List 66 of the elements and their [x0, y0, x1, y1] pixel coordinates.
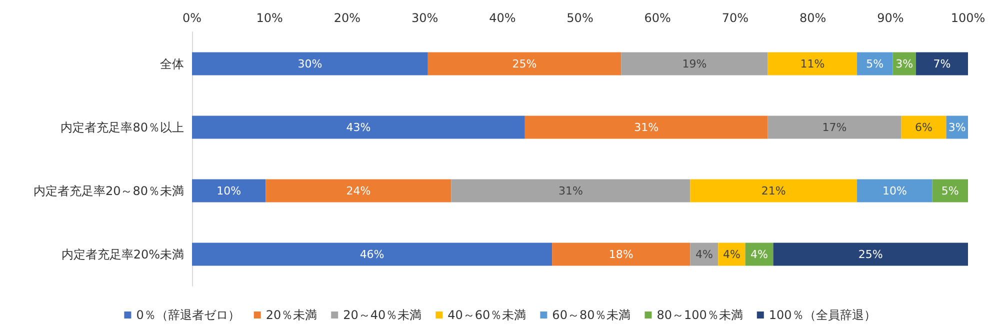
x-tick-label: 60% [644, 11, 671, 25]
bar [192, 179, 266, 202]
bar [773, 242, 968, 266]
bar [901, 116, 946, 139]
data-label: 11% [800, 57, 825, 70]
data-label: 6% [915, 120, 932, 134]
bar [192, 242, 552, 266]
data-label: 3% [896, 57, 914, 70]
y-tick-label: 内定者充足率20%未満 [61, 247, 184, 262]
data-label: 18% [608, 248, 634, 261]
x-tick-label: 70% [722, 11, 749, 25]
data-label: 5% [866, 57, 884, 70]
legend-label: 100％（全員辞退） [768, 308, 876, 322]
data-label: 4% [695, 248, 713, 261]
data-label: 21% [761, 184, 786, 198]
bar [192, 116, 525, 139]
legend-label: 80～100％未満 [656, 308, 743, 322]
legend-label: 20％未満 [266, 308, 318, 322]
bar [428, 52, 622, 76]
data-label: 46% [360, 248, 384, 261]
bar [690, 179, 858, 202]
bar [552, 242, 690, 266]
data-label: 7% [933, 57, 951, 70]
data-label: 25% [512, 57, 537, 70]
y-tick-label: 内定者充足率80％以上 [60, 120, 184, 134]
data-label: 10% [216, 184, 242, 198]
x-tick-label: 50% [566, 11, 594, 25]
data-label: 19% [682, 57, 707, 70]
data-label: 43% [346, 120, 371, 134]
data-label: 17% [822, 120, 847, 134]
bar [916, 52, 968, 76]
data-label: 25% [858, 248, 883, 261]
x-tick-label: 90% [877, 11, 904, 25]
x-tick-label: 100% [950, 11, 986, 25]
bar [451, 179, 690, 202]
bar [768, 116, 902, 139]
legend-label: 0％（辞退者ゼロ） [136, 308, 240, 322]
x-tick-label: 0% [182, 11, 202, 25]
x-tick-label: 10% [256, 11, 283, 25]
bar [857, 179, 932, 202]
x-tick-label: 80% [799, 11, 826, 25]
y-tick-label: 全体 [160, 56, 184, 71]
bar [932, 179, 968, 202]
data-label: 24% [346, 184, 371, 198]
data-label: 4% [722, 248, 740, 261]
bar [857, 52, 893, 76]
x-tick-label: 30% [411, 11, 438, 25]
bar [524, 116, 768, 139]
bar [192, 52, 428, 76]
legend-label: 40～60％未満 [448, 308, 526, 322]
data-label: 4% [750, 248, 768, 261]
y-tick-label: 内定者充足率20～80％未満 [33, 184, 184, 198]
bar [768, 52, 858, 76]
bar [718, 242, 746, 266]
data-label: 31% [558, 184, 583, 198]
data-label: 5% [941, 184, 959, 198]
data-label: 10% [882, 184, 907, 198]
legend-label: 60～80％未満 [552, 308, 631, 322]
data-label: 3% [948, 120, 966, 134]
bar [621, 52, 768, 76]
data-label: 30% [298, 57, 322, 70]
data-label: 31% [634, 120, 659, 134]
x-tick-label: 20% [334, 11, 361, 25]
legend-label: 20～40％未満 [343, 308, 422, 322]
x-tick-label: 40% [489, 11, 516, 25]
bar [266, 179, 452, 202]
